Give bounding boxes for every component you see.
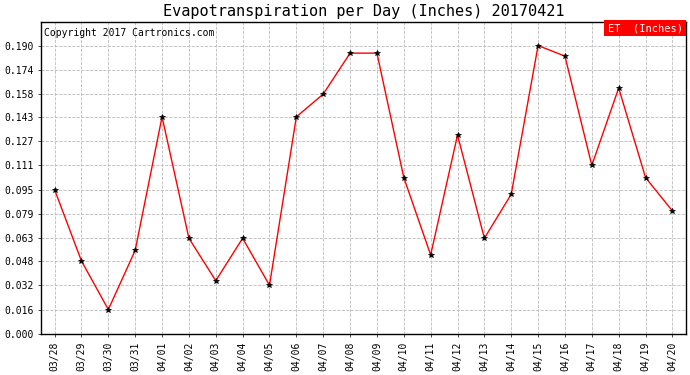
- Text: ET  (Inches): ET (Inches): [608, 23, 682, 33]
- Text: Copyright 2017 Cartronics.com: Copyright 2017 Cartronics.com: [44, 28, 215, 38]
- Title: Evapotranspiration per Day (Inches) 20170421: Evapotranspiration per Day (Inches) 2017…: [163, 4, 564, 19]
